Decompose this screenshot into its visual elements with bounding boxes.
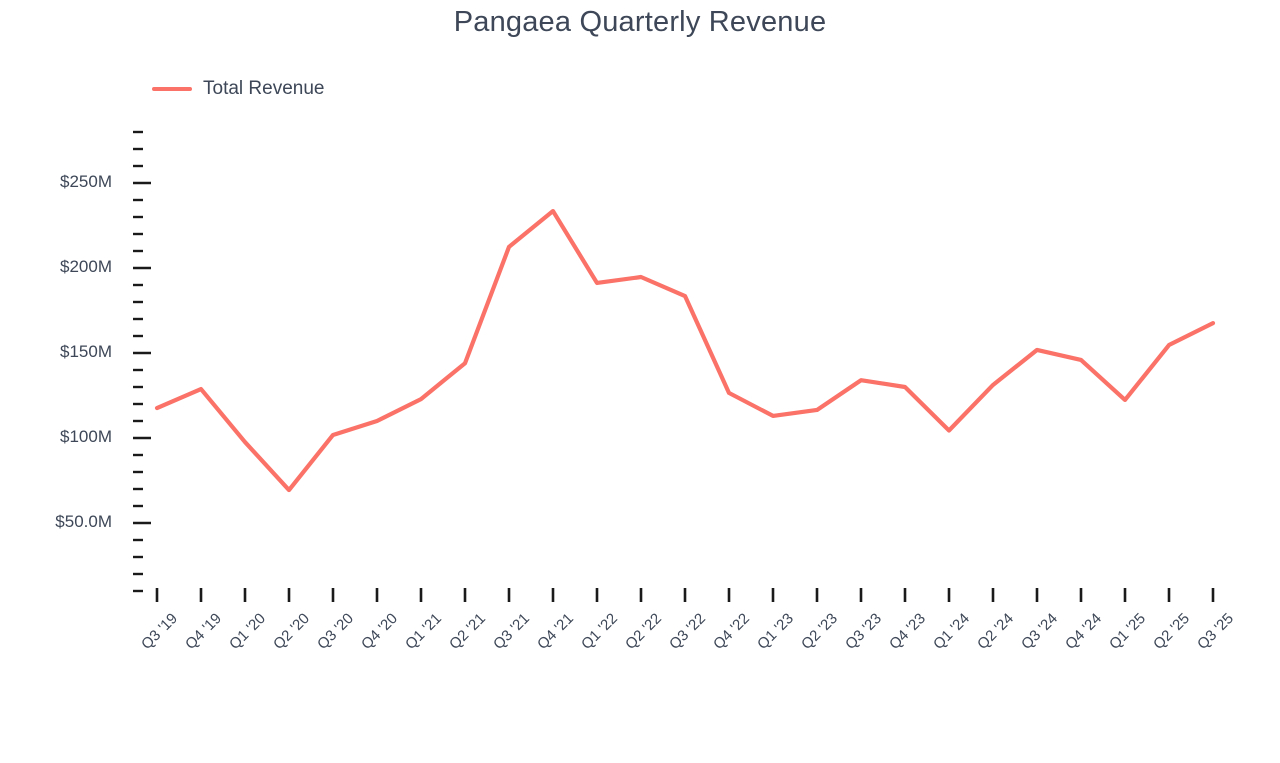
series-line-total-revenue — [154, 208, 1216, 493]
chart-container: Pangaea Quarterly Revenue Total Revenue … — [12, 0, 1237, 720]
y-axis-ticks — [133, 130, 151, 593]
legend-line-swatch — [152, 87, 192, 91]
x-axis-labels: Q3 '19 Q4 '19 Q1 '20 Q2 '20 Q3 '20 Q4 '20 Q1 '… — [138, 610, 1237, 653]
y-axis-tick-label: $250M — [60, 172, 112, 191]
x-axis-ticks — [155, 588, 1215, 602]
y-axis-tick-label: $150M — [60, 342, 112, 361]
y-axis-labels: $50.0M $100M $150M $200M $250M — [12, 0, 112, 720]
legend-item-total-revenue: Total Revenue — [203, 78, 325, 99]
y-axis-tick-label: $100M — [60, 427, 112, 446]
chart-legend: Total Revenue — [152, 78, 324, 100]
chart-title: Pangaea Quarterly Revenue — [453, 6, 827, 38]
plot-area — [133, 130, 1216, 602]
y-axis-tick-label: $200M — [60, 257, 112, 276]
y-axis-tick-label: $50.0M — [55, 512, 112, 531]
data-series-lines — [154, 208, 1216, 493]
